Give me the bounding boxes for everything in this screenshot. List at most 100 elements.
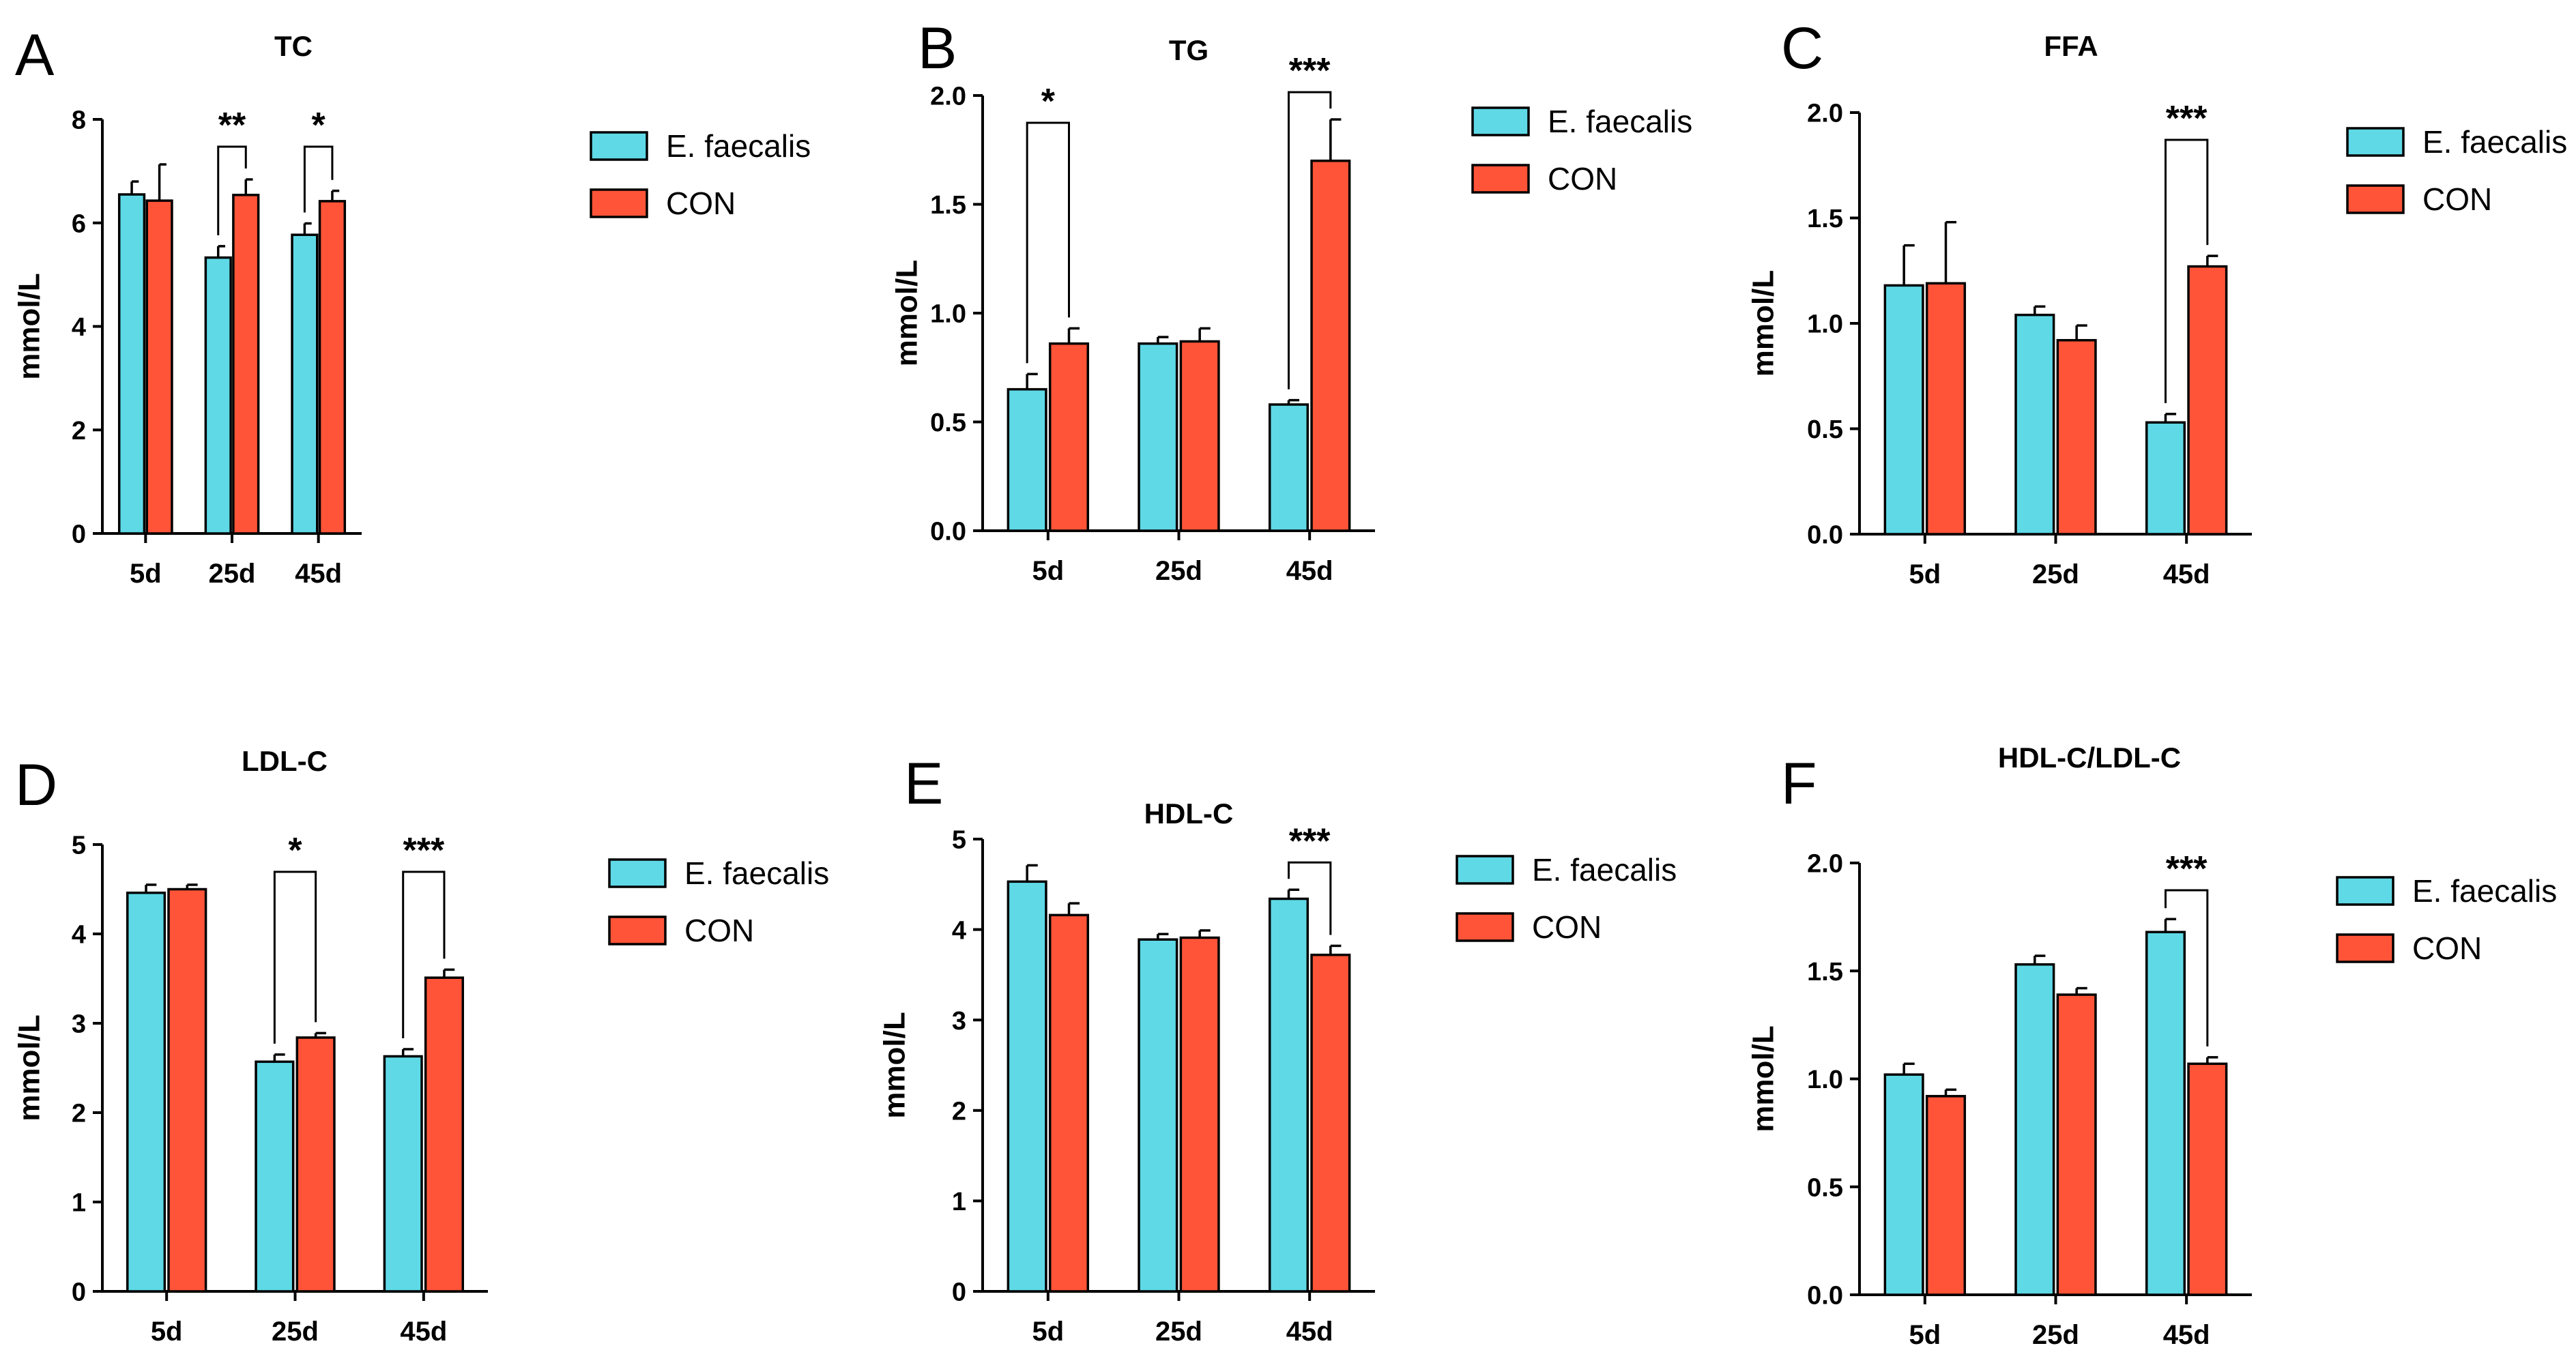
y-tick-label: 0.5 — [930, 409, 966, 437]
y-tick-label: 2.0 — [1807, 100, 1843, 128]
bar-con-25d — [1179, 340, 1220, 532]
chart-title: LDL-C — [242, 745, 328, 777]
bar-ef-25d — [1138, 342, 1178, 532]
y-axis-label: mmol/L — [12, 273, 46, 379]
bar-ef-5d — [1883, 1073, 1924, 1296]
legend-label: CON — [684, 913, 754, 948]
y-axis-label: mmol/L — [1746, 1025, 1780, 1132]
legend-swatch — [2346, 184, 2405, 214]
bar-con-5d — [1048, 913, 1090, 1293]
significance-bracket — [2165, 889, 2209, 1046]
legend-label: CON — [1532, 909, 1602, 945]
y-axis-label: mmol/L — [1746, 270, 1780, 377]
bar-ef-5d — [1007, 387, 1047, 532]
y-tick-label: 0.5 — [1807, 1173, 1843, 1202]
panel-letter: D — [15, 752, 57, 818]
chart-title: TG — [1169, 34, 1209, 66]
significance-label: *** — [403, 831, 444, 870]
legend-label: E. faecalis — [1548, 104, 1692, 139]
legend-swatch — [2336, 933, 2394, 963]
bar-ef-25d — [1138, 938, 1178, 1293]
legend-label: E. faecalis — [1532, 852, 1677, 888]
legend-swatch — [1471, 164, 1530, 194]
legend-label: CON — [666, 186, 736, 221]
panel-letter: A — [15, 23, 55, 88]
chart-title: TC — [274, 30, 313, 62]
significance-bracket — [1288, 91, 1332, 390]
y-tick-label: 4 — [72, 313, 86, 342]
significance-label: *** — [2166, 849, 2208, 889]
legend-swatch — [608, 858, 667, 888]
bar-ef-25d — [204, 256, 232, 535]
bar-con-45d — [424, 976, 465, 1293]
y-tick-label: 3 — [72, 1010, 86, 1039]
significance-bracket — [273, 870, 317, 1044]
x-tick-label: 5d — [130, 559, 162, 589]
x-tick-label: 45d — [2163, 1320, 2210, 1350]
significance-bracket — [1288, 861, 1332, 935]
bar-ef-45d — [2145, 421, 2186, 536]
significance-label: * — [1041, 82, 1056, 121]
y-axis-label: mmol/L — [878, 1012, 911, 1118]
legend-swatch — [1456, 912, 1514, 942]
bar-con-5d — [167, 888, 207, 1293]
y-tick-label: 3 — [952, 1007, 966, 1036]
panel-c: C FFA mmol/L 0.0 0.5 1.0 1.5 2.0 5d 25d 45d *** E. f… — [1746, 16, 2567, 589]
significance-bracket — [2165, 138, 2209, 403]
x-tick-label: 25d — [2032, 559, 2079, 589]
y-tick-label: 5 — [72, 832, 86, 860]
panel-e: E HDL-C mmol/L 0 1 2 3 4 5 5d 25d 45d *** E. faecalis… — [878, 751, 1677, 1347]
y-tick-label: 0 — [72, 521, 86, 549]
panel-letter: E — [904, 751, 943, 817]
x-tick-label: 25d — [1155, 556, 1202, 586]
bar-con-45d — [1310, 159, 1351, 532]
y-tick-label: 5 — [952, 826, 966, 855]
x-tick-label: 45d — [295, 559, 342, 589]
y-tick-label: 1.5 — [1807, 205, 1843, 233]
significance-label: ** — [218, 106, 246, 145]
bar-con-5d — [1925, 1095, 1967, 1296]
bar-ef-45d — [2145, 930, 2186, 1296]
x-tick-label: 25d — [2032, 1320, 2079, 1350]
x-tick-label: 5d — [1032, 556, 1064, 586]
bar-ef-5d — [1007, 880, 1047, 1293]
y-tick-label: 0.5 — [1807, 415, 1843, 444]
y-tick-label: 8 — [72, 106, 86, 135]
legend-swatch — [2336, 876, 2394, 906]
bar-con-25d — [2056, 993, 2097, 1296]
y-tick-label: 0.0 — [930, 518, 966, 546]
y-tick-label: 4 — [72, 921, 86, 950]
y-tick-label: 1.5 — [1807, 958, 1843, 986]
bar-con-45d — [318, 200, 347, 535]
legend-label: CON — [2422, 181, 2492, 217]
y-tick-label: 1 — [952, 1188, 966, 1216]
y-tick-label: 4 — [952, 916, 966, 945]
bar-ef-25d — [2014, 313, 2055, 536]
x-tick-label: 5d — [1909, 1320, 1941, 1350]
significance-label: * — [288, 831, 302, 870]
significance-label: *** — [1289, 821, 1331, 861]
x-tick-label: 45d — [400, 1317, 447, 1347]
y-tick-label: 1 — [72, 1189, 86, 1218]
y-tick-label: 0 — [72, 1278, 86, 1307]
x-tick-label: 45d — [1286, 1317, 1333, 1347]
significance-bracket — [402, 870, 446, 1038]
y-tick-label: 2.0 — [1807, 850, 1843, 879]
bar-con-25d — [1179, 936, 1220, 1293]
chart-title: HDL-C — [1144, 797, 1234, 830]
y-axis-label: mmol/L — [12, 1014, 46, 1121]
significance-bracket — [217, 145, 247, 235]
x-tick-label: 45d — [2163, 559, 2210, 589]
bar-con-45d — [1310, 953, 1351, 1293]
y-axis-label: mmol/L — [890, 260, 923, 366]
chart-title: FFA — [2044, 30, 2098, 62]
legend-label: E. faecalis — [2422, 124, 2567, 160]
legend-label: E. faecalis — [666, 128, 811, 164]
legend-label: CON — [2412, 930, 2482, 966]
legend-label: E. faecalis — [2412, 873, 2557, 909]
legend-swatch — [2346, 127, 2405, 157]
y-tick-label: 2 — [72, 417, 86, 445]
